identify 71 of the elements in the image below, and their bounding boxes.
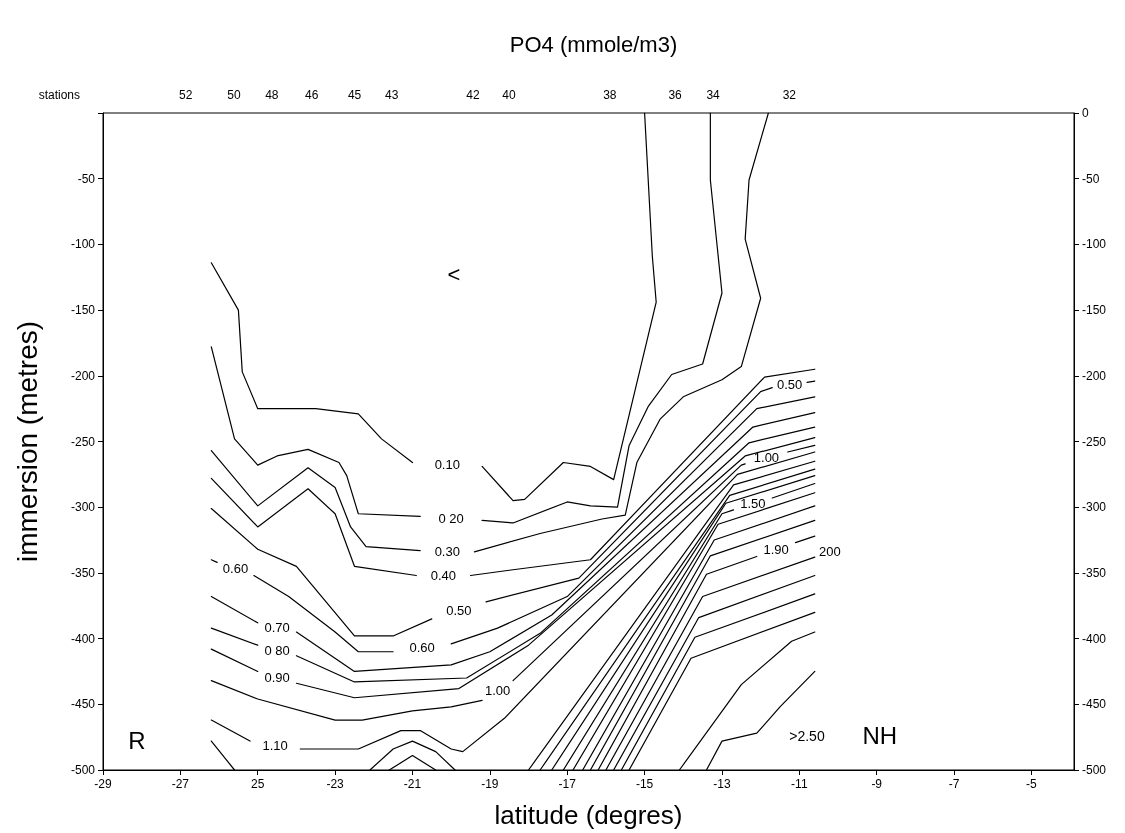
y-tick-label: -500 [70,763,96,777]
series-label: 1.90 [763,542,789,558]
series-label: 0.70 [264,619,290,635]
y2-tick-label: -450 [1082,697,1107,712]
y2-tick-label: 0 [1082,106,1089,120]
chart-title: PO4 (mmole/m3) [509,31,678,57]
y2-tick-label: -350 [1082,565,1107,580]
text: 52 [179,87,193,102]
y-tick-label: -300 [70,500,96,515]
text: 32 [782,87,797,102]
series-label: 1.50 [740,496,766,512]
y-tick-label: -200 [70,368,96,383]
y2-tick-label: -50 [1082,171,1100,186]
annotation: >2.50 [789,727,825,744]
text: 43 [385,87,399,102]
text: 46 [304,87,319,102]
y-tick-label: -50 [77,171,96,186]
y-tick-label: -100 [70,237,96,252]
series-label: 0.40 [430,568,457,584]
series-label: 0.50 [777,377,803,393]
x-tick-label: -17 [558,777,577,791]
y2-tick-label: -300 [1082,500,1107,515]
y2-tick-label: -400 [1082,631,1107,646]
text: 45 [347,87,362,102]
y2-tick-label: -200 [1082,368,1107,383]
y2-tick-label: -250 [1082,434,1107,449]
text: 38 [603,87,617,102]
text: 0.50 [446,602,472,618]
series-label: 0.10 [434,456,460,472]
x-tick-label: -29 [94,777,112,791]
x-tick-label: -23 [326,777,345,791]
y-tick-label: -400 [70,631,96,646]
x-tick-label: -11 [791,777,808,791]
x-tick-label: -19 [481,777,499,791]
y-tick-label: -150 [70,303,96,318]
text: 50 [227,87,241,102]
series-label: 0.90 [264,669,290,685]
text: 1.00 [753,450,780,466]
y2-tick-label: -150 [1082,303,1107,318]
y2-tick-label: -100 [1082,237,1107,252]
text: 40 [502,87,516,102]
y-tick-label: -350 [70,565,96,580]
y-tick-label: -250 [70,434,96,449]
text: 42 [466,87,480,102]
series-label: 0.60 [222,561,249,577]
series-label: 1.00 [484,683,511,698]
x-tick-label: -13 [713,777,731,791]
x-tick-label: -27 [171,777,190,791]
annotation: NH [862,722,898,750]
x-tick-label: -21 [403,777,422,791]
series-label: 0 20 [438,510,464,526]
series-label: 1.10 [262,737,288,753]
y-tick-label: -450 [70,697,96,712]
x-tick-label: -5 [1026,777,1038,791]
x-tick-label: -9 [871,777,883,791]
y-axis-title: immersion (metres) [11,320,43,563]
series-label: 0 80 [264,642,290,658]
annotation: R [128,726,146,754]
series-label: 200 [818,544,841,560]
series-label: 0.30 [434,543,460,559]
x-axis-title: latitude (degres) [494,800,683,830]
x-tick-label: 25 [251,777,265,791]
text: 36 [668,87,683,102]
text: stations [38,87,80,102]
x-tick-label: -15 [635,777,654,791]
y2-tick-label: -500 [1082,763,1107,777]
text: 48 [265,87,279,102]
x-tick-label: -7 [948,777,960,791]
annotation: < [447,261,461,287]
text: 0.60 [409,640,435,656]
text: 34 [706,87,721,102]
